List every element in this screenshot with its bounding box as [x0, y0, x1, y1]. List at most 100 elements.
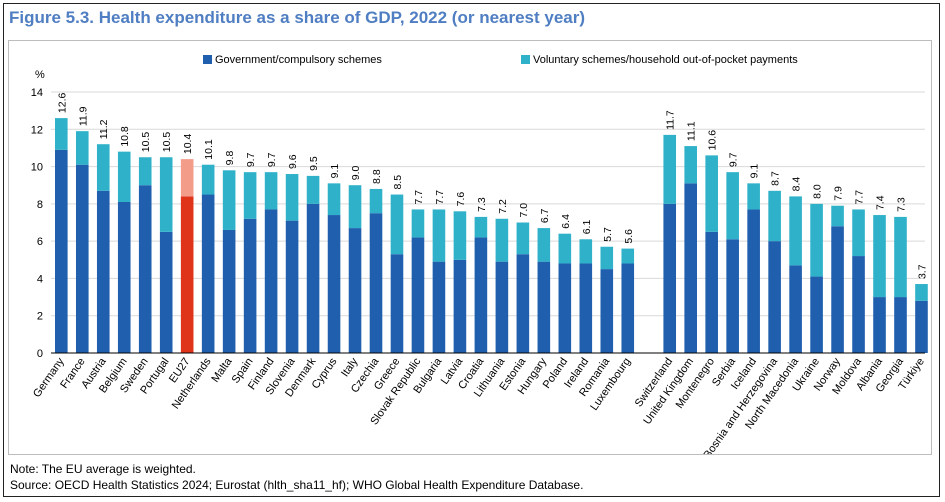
bar-voluntary-Spain: [243, 172, 257, 219]
value-label: 10.1: [203, 139, 215, 160]
note-text: Note: The EU average is weighted.: [10, 462, 196, 476]
value-label: 7.7: [434, 190, 446, 205]
y-tick-label: 8: [37, 199, 43, 211]
bar-voluntary-Sweden: [138, 157, 152, 186]
value-label: 10.5: [161, 132, 173, 153]
bar-voluntary-Austria: [96, 144, 110, 191]
legend: Government/compulsory schemes Voluntary …: [203, 54, 798, 66]
bar-government-Bosnia and Herzegovina: [768, 241, 781, 353]
bar-government-Finland: [264, 209, 278, 353]
legend-label-government: Government/compulsory schemes: [215, 54, 382, 66]
bar-voluntary-Estonia: [516, 222, 530, 255]
value-label: 12.6: [56, 93, 68, 114]
bar-government-EU27: [180, 196, 194, 353]
value-label: 7.2: [497, 199, 509, 214]
bar-government-France: [75, 164, 89, 353]
value-label: 8.7: [770, 171, 782, 186]
bar-government-Ireland: [579, 263, 593, 353]
value-label: 9.5: [308, 156, 320, 171]
y-tick-label: 10: [31, 162, 43, 174]
value-label: 8.5: [392, 175, 404, 190]
bar-voluntary-EU27: [180, 159, 194, 197]
value-label: 9.6: [287, 154, 299, 169]
x-axis-labels: GermanyFranceAustriaBelgiumSwedenPortuga…: [31, 355, 927, 461]
bar-voluntary-Ireland: [579, 239, 593, 264]
bar-government-Hungary: [537, 261, 551, 353]
bar-voluntary-Bosnia and Herzegovina: [768, 190, 781, 242]
value-label: 7.3: [896, 197, 908, 212]
value-label: 10.5: [140, 132, 152, 153]
y-tick-label: 6: [37, 236, 43, 248]
bar-government-Belgium: [117, 201, 131, 353]
bar-government-Latvia: [453, 259, 467, 353]
value-label: 3.7: [916, 264, 928, 279]
bar-government-Cyprus: [327, 215, 341, 353]
value-label: 11.7: [665, 110, 677, 130]
bar-government-Norway: [831, 226, 844, 353]
bar-voluntary-Türkiye: [915, 284, 928, 301]
bar-voluntary-Italy: [348, 185, 362, 229]
value-label: 10.8: [119, 126, 131, 147]
bar-government-Spain: [243, 218, 257, 353]
bar-government-Poland: [558, 263, 572, 353]
bar-voluntary-Bulgaria: [432, 209, 446, 262]
bar-voluntary-Portugal: [159, 157, 173, 232]
bar-voluntary-Germany: [55, 118, 68, 150]
legend-swatch-voluntary: [521, 55, 530, 64]
bar-government-Malta: [222, 229, 236, 353]
value-label: 10.4: [182, 134, 194, 155]
bar-voluntary-Cyprus: [327, 183, 341, 216]
bar-government-Estonia: [516, 254, 530, 353]
bar-voluntary-Denmark: [306, 175, 320, 204]
bar-voluntary-Finland: [264, 172, 278, 210]
bar-government-Austria: [96, 190, 110, 353]
bar-voluntary-Greece: [390, 194, 404, 255]
bar-government-Ukraine: [810, 276, 823, 353]
bar-government-Croatia: [474, 237, 488, 353]
bar-government-Italy: [348, 228, 362, 353]
bar-government-Slovak Republic: [411, 237, 425, 353]
value-label: 9.8: [224, 151, 236, 166]
value-label: 9.7: [266, 152, 278, 167]
value-label: 5.6: [623, 229, 635, 244]
bar-voluntary-Romania: [600, 246, 614, 270]
value-label: 8.0: [812, 184, 824, 199]
bar-voluntary-Luxembourg: [621, 248, 635, 264]
bar-government-United Kingdom: [684, 183, 697, 353]
bar-government-Moldova: [852, 256, 865, 353]
figure-title: Figure 5.3. Health expenditure as a shar…: [9, 8, 586, 27]
bar-chart: Government/compulsory schemes Voluntary …: [31, 54, 929, 461]
value-label: 7.6: [455, 192, 467, 207]
bars: [55, 118, 928, 353]
y-tick-label: 4: [37, 273, 43, 285]
bar-voluntary-Hungary: [537, 228, 551, 262]
y-tick-label: 14: [31, 87, 43, 99]
bar-voluntary-Serbia: [726, 172, 739, 240]
bar-voluntary-Latvia: [453, 211, 467, 260]
bar-government-Albania: [873, 297, 886, 353]
legend-label-voluntary: Voluntary schemes/household out-of-pocke…: [533, 54, 798, 66]
bar-voluntary-France: [75, 131, 89, 165]
bar-government-Sweden: [138, 185, 152, 353]
bar-voluntary-Switzerland: [663, 134, 677, 204]
value-label: 11.9: [77, 106, 89, 126]
bar-government-Iceland: [747, 209, 760, 353]
value-label: 8.4: [791, 177, 803, 192]
value-label: 6.1: [581, 220, 593, 235]
value-label: 9.7: [728, 152, 740, 167]
bar-government-Montenegro: [705, 231, 718, 353]
source-text: Source: OECD Health Statistics 2024; Eur…: [10, 478, 584, 492]
bar-government-Georgia: [894, 297, 907, 353]
y-axis-unit: %: [35, 69, 45, 81]
value-label: 9.7: [245, 152, 257, 167]
figure-frame: [3, 3, 940, 497]
bar-voluntary-Belgium: [117, 151, 131, 202]
bar-voluntary-Croatia: [474, 216, 488, 238]
bar-government-Luxembourg: [621, 263, 635, 353]
y-tick-label: 12: [31, 124, 43, 136]
bar-government-Greece: [390, 254, 404, 353]
value-label: 9.1: [749, 164, 761, 179]
value-label: 7.0: [518, 203, 530, 218]
value-label: 10.6: [707, 130, 719, 151]
bar-government-Lithuania: [495, 261, 509, 353]
